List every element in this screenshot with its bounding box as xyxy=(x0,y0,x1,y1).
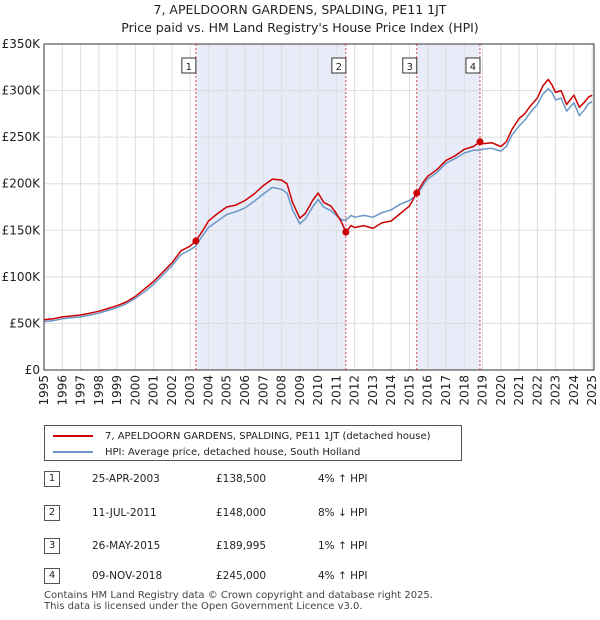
x-tick-label: 2021 xyxy=(512,375,526,406)
sale-hpi-diff: 4% ↑ HPI xyxy=(318,570,368,582)
sale-label-text: 1 xyxy=(186,62,192,73)
x-tick-label: 2013 xyxy=(366,375,380,406)
sale-label-box xyxy=(465,57,481,74)
x-tick-label: 2014 xyxy=(384,375,398,406)
sale-hpi-diff: 1% ↑ HPI xyxy=(318,540,368,552)
sale-label-box xyxy=(331,57,347,74)
legend-item-hpi: HPI: Average price, detached house, Sout… xyxy=(53,444,360,460)
x-tick-label: 1998 xyxy=(92,375,106,406)
y-tick-label: £100K xyxy=(2,270,42,284)
chart-subtitle: Price paid vs. HM Land Registry's House … xyxy=(121,20,478,35)
x-tick-label: 2009 xyxy=(293,375,307,406)
sale-price: £148,000 xyxy=(216,507,267,519)
sale-label-text: 2 xyxy=(336,62,342,73)
shaded-period xyxy=(195,44,346,370)
x-tick-label: 2008 xyxy=(275,375,289,406)
sale-date: 25-APR-2003 xyxy=(92,473,160,485)
sale-row: 4 09-NOV-2018 £245,000 4% ↑ HPI xyxy=(44,567,564,587)
y-tick-label: £350K xyxy=(2,37,42,51)
sale-point-marker xyxy=(476,138,484,146)
hpi-series-line xyxy=(43,87,593,323)
y-tick-label: £0 xyxy=(25,363,40,377)
x-tick-label: 2017 xyxy=(439,375,453,406)
x-tick-label: 2016 xyxy=(421,375,435,406)
hpi-line-swatch xyxy=(53,451,93,453)
sale-row: 1 25-APR-2003 £138,500 4% ↑ HPI xyxy=(44,470,564,490)
x-tick-label: 1995 xyxy=(37,375,51,406)
sale-price: £138,500 xyxy=(216,473,267,485)
legend-property-label: 7, APELDOORN GARDENS, SPALDING, PE11 1JT… xyxy=(105,430,431,442)
x-tick-label: 2015 xyxy=(402,375,416,406)
property-line-swatch xyxy=(53,435,93,437)
x-tick-label: 2023 xyxy=(549,375,563,406)
shaded-period xyxy=(416,44,480,370)
x-tick-label: 1999 xyxy=(110,375,124,406)
y-tick-label: £250K xyxy=(2,130,42,144)
x-tick-label: 2006 xyxy=(238,375,252,406)
plot-frame xyxy=(43,43,595,371)
price-chart: 7, APELDOORN GARDENS, SPALDING, PE11 1JT… xyxy=(2,2,600,406)
sale-number-badge: 3 xyxy=(44,538,60,554)
x-tick-label: 2012 xyxy=(348,375,362,406)
sale-label-text: 4 xyxy=(470,62,476,73)
x-tick-label: 2001 xyxy=(147,375,161,406)
y-tick-label: £300K xyxy=(2,84,42,98)
sale-row: 3 26-MAY-2015 £189,995 1% ↑ HPI xyxy=(44,537,564,557)
y-tick-label: £200K xyxy=(2,177,42,191)
x-tick-label: 2011 xyxy=(329,375,343,406)
sale-date: 26-MAY-2015 xyxy=(92,540,161,552)
chart-title: 7, APELDOORN GARDENS, SPALDING, PE11 1JT xyxy=(154,2,447,17)
sale-number-badge: 4 xyxy=(44,568,60,584)
x-tick-label: 2005 xyxy=(220,375,234,406)
x-tick-label: 2003 xyxy=(183,375,197,406)
sale-label-box xyxy=(402,57,418,74)
sale-label-text: 3 xyxy=(407,62,413,73)
x-tick-label: 2019 xyxy=(476,375,490,406)
sale-number-badge: 2 xyxy=(44,505,60,521)
y-tick-label: £150K xyxy=(2,223,42,237)
x-tick-label: 2010 xyxy=(311,375,325,406)
y-tick-label: £50K xyxy=(9,316,41,330)
sale-date: 09-NOV-2018 xyxy=(92,570,163,582)
legend-item-property: 7, APELDOORN GARDENS, SPALDING, PE11 1JT… xyxy=(53,428,431,444)
x-tick-label: 1997 xyxy=(74,375,88,406)
sale-point-marker xyxy=(192,237,200,245)
x-tick-label: 2022 xyxy=(530,375,544,406)
x-tick-label: 2020 xyxy=(494,375,508,406)
sale-number-badge: 1 xyxy=(44,471,60,487)
sale-price: £245,000 xyxy=(216,570,267,582)
sale-hpi-diff: 8% ↓ HPI xyxy=(318,507,368,519)
sale-row: 2 11-JUL-2011 £148,000 8% ↓ HPI xyxy=(44,504,564,524)
sale-point-marker xyxy=(342,228,350,236)
x-tick-label: 2000 xyxy=(128,375,142,406)
footer-licence: This data is licensed under the Open Gov… xyxy=(44,601,363,612)
x-tick-label: 2004 xyxy=(201,375,215,406)
x-tick-label: 2025 xyxy=(585,375,599,406)
legend-hpi-label: HPI: Average price, detached house, Sout… xyxy=(105,446,361,458)
sale-point-marker xyxy=(413,189,421,197)
x-tick-label: 1996 xyxy=(55,375,69,406)
x-tick-label: 2002 xyxy=(165,375,179,406)
price-paid-series-line xyxy=(43,78,593,321)
footer-copyright: Contains HM Land Registry data © Crown c… xyxy=(44,590,433,601)
x-tick-label: 2018 xyxy=(457,375,471,406)
sale-price: £189,995 xyxy=(216,540,267,552)
sale-date: 11-JUL-2011 xyxy=(92,507,157,519)
sale-hpi-diff: 4% ↑ HPI xyxy=(318,473,368,485)
x-tick-label: 2024 xyxy=(567,375,581,406)
x-tick-label: 2007 xyxy=(256,375,270,406)
sale-label-box xyxy=(181,57,197,74)
footer-attribution: Contains HM Land Registry data © Crown c… xyxy=(44,590,433,612)
legend: 7, APELDOORN GARDENS, SPALDING, PE11 1JT… xyxy=(44,425,462,461)
